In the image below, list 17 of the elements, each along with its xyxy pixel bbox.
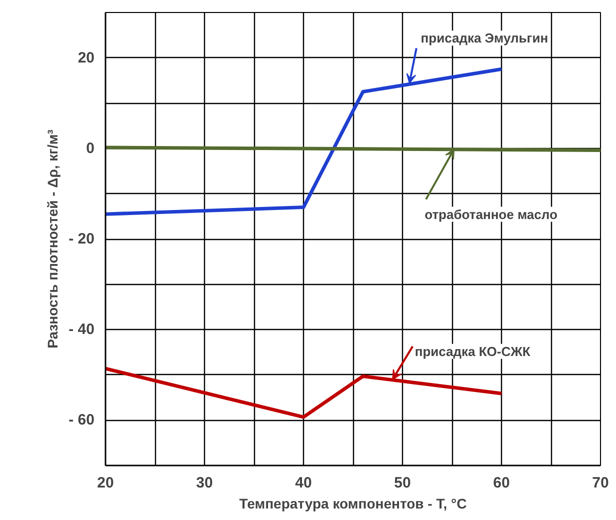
y-tick-label: 20 xyxy=(78,49,95,66)
y-axis-title: Разность плотностей - Δρ, кг/м³ xyxy=(44,129,61,348)
line-series xyxy=(106,366,504,419)
x-tick-label: 40 xyxy=(295,474,312,492)
annotation: присадка Эмульгин xyxy=(420,30,548,46)
x-tick-label: 70 xyxy=(592,474,609,492)
x-tick-label: 20 xyxy=(97,474,114,492)
x-axis-title: Температура компонентов - T, °C xyxy=(239,496,467,512)
x-tick-label: 30 xyxy=(196,474,213,492)
annotation: присадка КО-СЖК xyxy=(414,344,530,359)
annotation: отработанное масло xyxy=(424,206,558,222)
x-tick-label: 50 xyxy=(394,474,411,492)
y-tick-label: - 60 xyxy=(68,412,95,429)
x-tick-label: 60 xyxy=(493,474,510,492)
y-tick-label: - 20 xyxy=(68,230,95,248)
y-tick-label: 0 xyxy=(86,140,94,157)
y-tick-label: - 40 xyxy=(68,321,95,338)
